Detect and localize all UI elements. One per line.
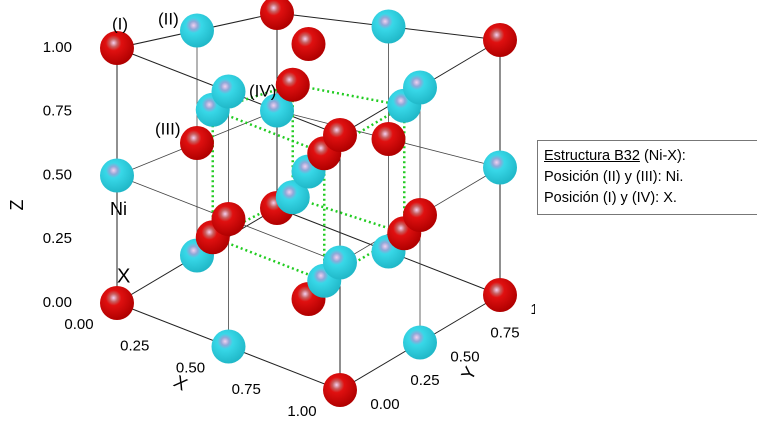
z-tick-label: 0.25 bbox=[43, 230, 72, 247]
atom bbox=[403, 71, 437, 105]
x-tick-label: 0.75 bbox=[232, 381, 261, 398]
annotation: (IV) bbox=[249, 81, 276, 100]
atom bbox=[323, 118, 357, 152]
legend-title: Estructura B32 bbox=[544, 148, 640, 164]
x-tick-label: 0.50 bbox=[176, 359, 205, 376]
annotation: (III) bbox=[155, 119, 181, 138]
inner-cube-edge bbox=[213, 237, 325, 281]
series-label: Ni bbox=[110, 199, 127, 219]
atom bbox=[323, 246, 357, 280]
atom bbox=[372, 10, 406, 44]
legend-line: Posición (II) y (III): Ni. bbox=[544, 167, 756, 188]
atom bbox=[100, 286, 134, 320]
atom bbox=[323, 373, 357, 407]
atom bbox=[372, 122, 406, 156]
atom bbox=[483, 23, 517, 57]
z-tick-label: 0.00 bbox=[43, 294, 72, 311]
page: (I) (II) (III) (IV) Ni X Z X Y 0.000.250… bbox=[0, 0, 757, 428]
chart: (I) (II) (III) (IV) Ni X Z X Y 0.000.250… bbox=[0, 0, 535, 428]
atom bbox=[260, 0, 294, 30]
atom bbox=[180, 126, 214, 160]
atom bbox=[100, 31, 134, 65]
y-tick-label: 0.75 bbox=[490, 325, 519, 342]
z-tick-label: 0.50 bbox=[43, 166, 72, 183]
atom bbox=[100, 159, 134, 193]
y-tick-label: 0.50 bbox=[450, 348, 479, 365]
x-tick-label: 0.25 bbox=[120, 338, 149, 355]
legend-box: Estructura B32 (Ni-X): Posición (II) y (… bbox=[537, 140, 757, 215]
atom bbox=[403, 198, 437, 232]
z-tick-label: 1.00 bbox=[43, 39, 72, 56]
y-tick-label: 0.25 bbox=[410, 372, 439, 389]
y-axis-label: Y bbox=[457, 363, 480, 383]
z-axis-label: Z bbox=[7, 200, 27, 211]
atom bbox=[483, 151, 517, 185]
inner-cube-edge bbox=[293, 197, 405, 233]
x-tick-label: 0.00 bbox=[64, 316, 93, 333]
atom bbox=[212, 202, 246, 236]
atom bbox=[180, 14, 214, 48]
series-label: X bbox=[117, 265, 130, 287]
atom bbox=[483, 278, 517, 312]
atom bbox=[292, 27, 326, 61]
atom bbox=[403, 326, 437, 360]
atom bbox=[276, 68, 310, 102]
y-tick-label: 0.00 bbox=[370, 396, 399, 413]
x-tick-label: 1.00 bbox=[287, 403, 316, 420]
annotation: (I) bbox=[112, 14, 128, 33]
z-tick-label: 0.75 bbox=[43, 103, 72, 120]
legend-title-suffix: (Ni-X): bbox=[640, 148, 686, 164]
atom bbox=[212, 75, 246, 109]
atom bbox=[212, 330, 246, 364]
legend-line: Posición (I) y (IV): X. bbox=[544, 188, 756, 209]
y-tick-label: 1.00 bbox=[530, 301, 535, 318]
legend-title-row: Estructura B32 (Ni-X): bbox=[544, 146, 756, 167]
annotation: (II) bbox=[158, 9, 179, 28]
inner-cube-edge bbox=[293, 85, 405, 106]
